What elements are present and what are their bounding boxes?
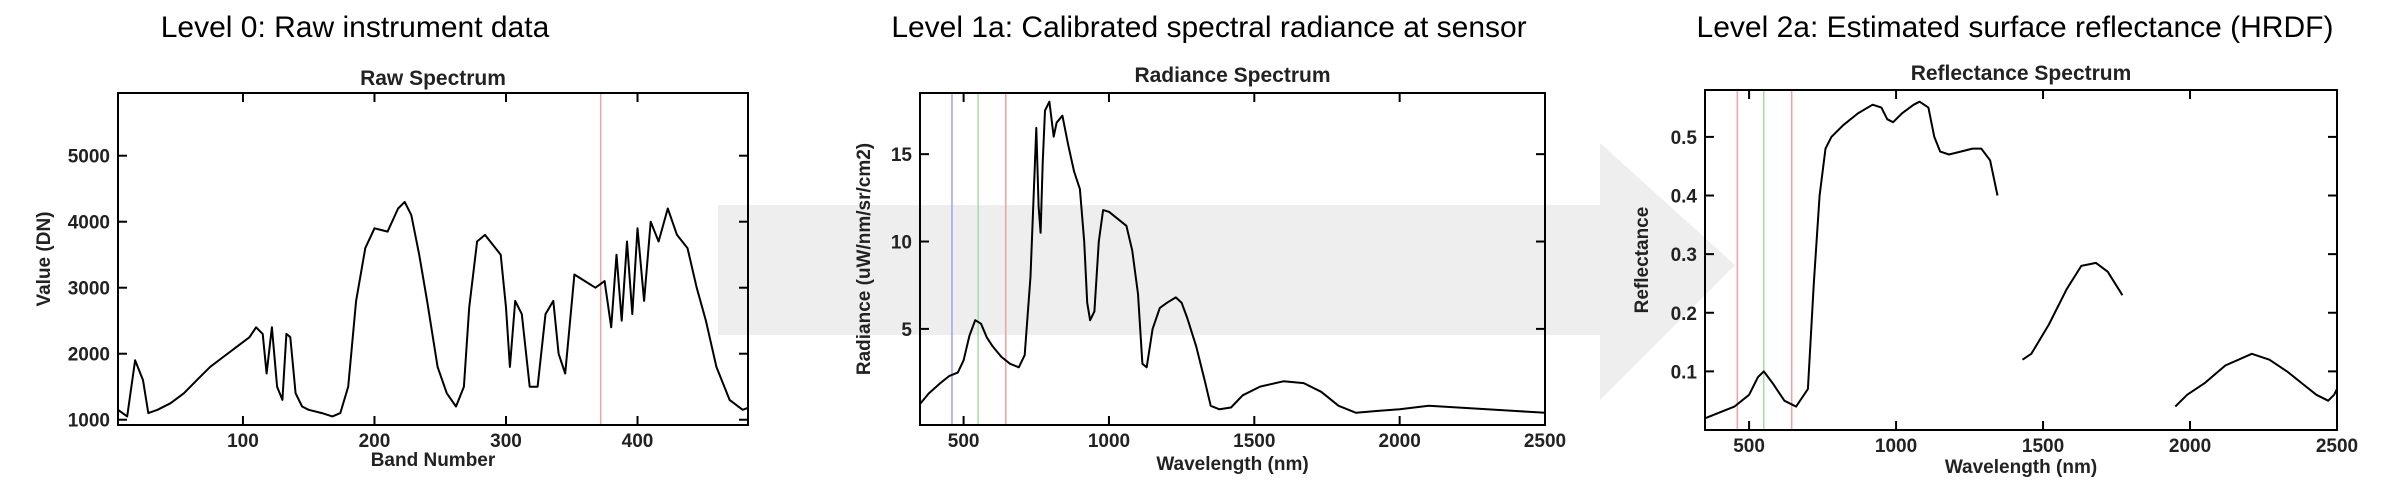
x-tick-label: 1000: [1088, 431, 1130, 452]
y-tick-label: 5000: [68, 147, 110, 168]
y-tick-label: 15: [891, 145, 913, 166]
chart-title: Reflectance Spectrum: [1911, 62, 2132, 85]
x-tick-label: 100: [227, 431, 259, 452]
panel-heading-level0: Level 0: Raw instrument data: [161, 11, 550, 44]
spectrum-line: [2021, 261, 2124, 361]
x-tick-label: 1000: [1875, 436, 1917, 457]
x-tick-label: 400: [622, 431, 654, 452]
x-tick-label: 1500: [2022, 436, 2064, 457]
spectrum-line: [919, 100, 1546, 414]
y-tick-label: 1000: [68, 411, 110, 432]
x-axis-label: Band Number: [371, 450, 496, 471]
x-tick-label: 300: [490, 431, 522, 452]
reflectance-spectrum-chart: Reflectance Spectrum 500 1000 1500 2000 2500 0…: [1632, 62, 2358, 478]
y-tick-label: 0.5: [1671, 128, 1698, 149]
plot-frame: [919, 92, 1546, 426]
x-tick-label: 200: [359, 431, 391, 452]
x-tick-label: 500: [948, 431, 980, 452]
spectrum-line: [117, 200, 749, 418]
plot-frame: [117, 92, 749, 426]
x-tick-label: 1500: [1233, 431, 1275, 452]
x-tick-label: 500: [1733, 436, 1765, 457]
x-tick-label: 2500: [2316, 436, 2358, 457]
panel-heading-level1a: Level 1a: Calibrated spectral radiance a…: [891, 11, 1526, 44]
y-axis-label: Radiance (uW/nm/sr/cm2): [854, 143, 875, 375]
y-tick-label: 3000: [68, 279, 110, 300]
y-tick-label: 0.2: [1671, 304, 1697, 325]
y-axis-label: Reflectance: [1632, 207, 1653, 314]
x-tick-label: 2500: [1524, 431, 1566, 452]
spectrum-line: [2174, 352, 2338, 408]
x-tick-label: 2000: [2169, 436, 2211, 457]
plot-frame: [1704, 89, 2338, 431]
y-tick-label: 0.4: [1671, 187, 1698, 208]
chart-title: Raw Spectrum: [360, 67, 506, 90]
y-axis-label: Value (DN): [34, 211, 55, 306]
y-tick-label: 10: [891, 233, 912, 254]
y-tick-label: 2000: [68, 345, 110, 366]
raw-spectrum-chart: Raw Spectrum 100 200 300 400 1000 2000 3000 4000…: [34, 67, 749, 471]
spectrum-line: [1704, 100, 1999, 420]
x-axis-label: Wavelength (nm): [1156, 454, 1308, 475]
y-tick-label: 0.3: [1671, 245, 1697, 266]
x-tick-label: 2000: [1379, 431, 1421, 452]
y-tick-label: 0.1: [1671, 362, 1698, 383]
x-axis-label: Wavelength (nm): [1945, 457, 2097, 478]
chart-title: Radiance Spectrum: [1134, 64, 1330, 87]
y-tick-label: 5: [901, 320, 912, 341]
radiance-spectrum-chart: Radiance Spectrum 500 1000 1500 2000 2500 5 10 1…: [854, 64, 1566, 475]
flow-arrow: [718, 143, 1735, 400]
panel-heading-level2a: Level 2a: Estimated surface reflectance …: [1697, 11, 2334, 44]
y-tick-label: 4000: [68, 213, 110, 234]
